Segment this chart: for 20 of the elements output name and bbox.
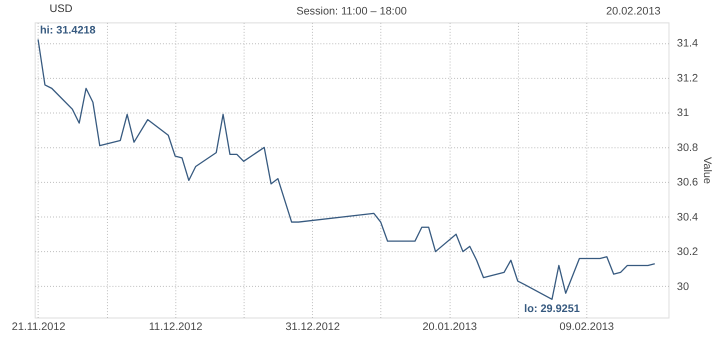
y-tick-label: 30.2 bbox=[676, 246, 698, 258]
chart-title: Session: 11:00 – 18:00 bbox=[296, 5, 407, 18]
x-tick-label: 20.01.2013 bbox=[422, 320, 477, 333]
x-tick-label: 11.12.2012 bbox=[148, 320, 202, 333]
y-tick-label: 31 bbox=[676, 107, 690, 120]
y-tick-label: 30.6 bbox=[676, 176, 698, 189]
line-series bbox=[37, 38, 656, 300]
x-tick-label: 21.11.2012 bbox=[12, 320, 66, 333]
x-tick-label: 09.02.2013 bbox=[560, 320, 614, 333]
y-tick-label: 30.8 bbox=[676, 142, 698, 154]
y-axis-title: Value bbox=[701, 156, 714, 184]
y-tick-label: 30 bbox=[676, 280, 690, 293]
y-tick-label: 30.4 bbox=[676, 211, 698, 224]
annotation: lo: 29.9251 bbox=[524, 303, 580, 316]
chart-subtitle: 20.02.2013 bbox=[606, 5, 661, 18]
x-tick-label: 31.12.2012 bbox=[285, 320, 340, 333]
y-tick-label: 31.4 bbox=[676, 38, 698, 50]
y-tick-label: 31.2 bbox=[676, 72, 698, 84]
text: USD bbox=[50, 3, 73, 16]
annotation: hi: 31.4218 bbox=[40, 24, 96, 37]
